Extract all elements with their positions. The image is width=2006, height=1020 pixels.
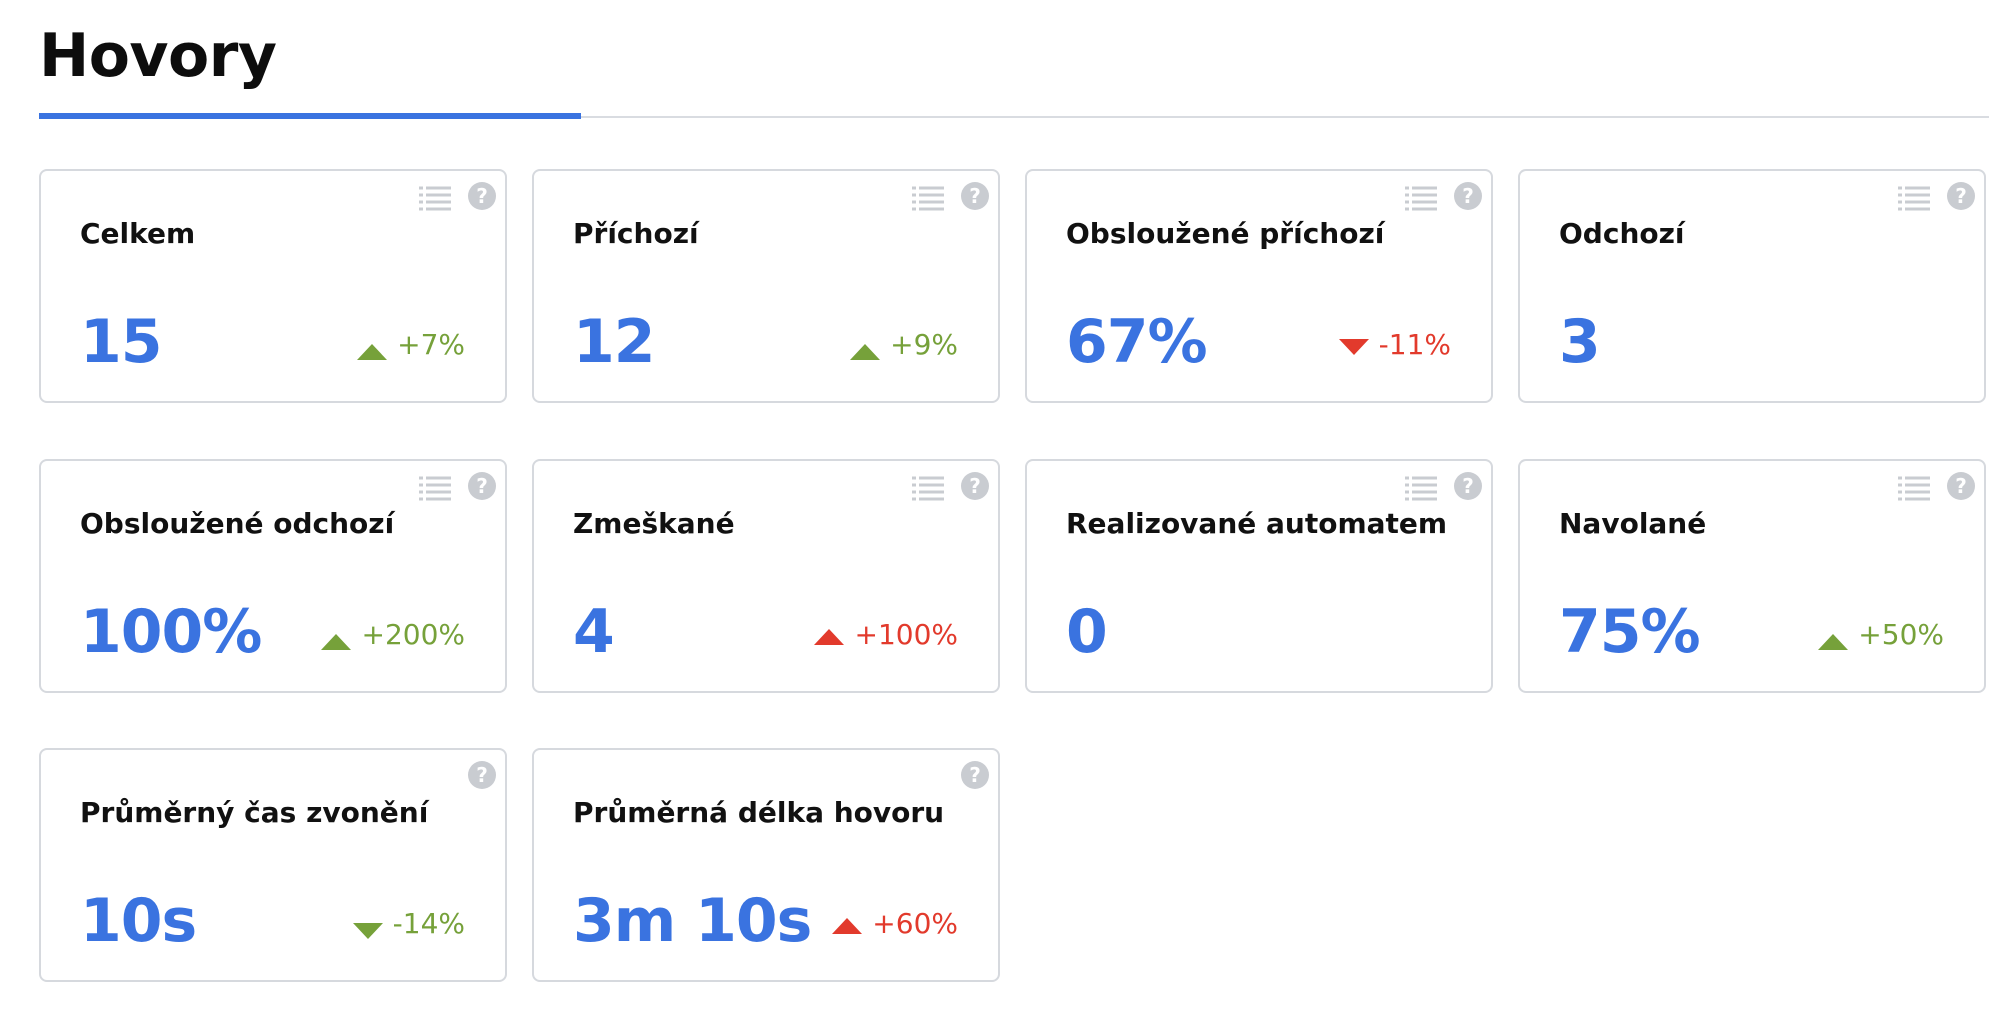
metric-title: Obsloužené příchozí (1066, 217, 1385, 250)
help-icon[interactable]: ? (1454, 182, 1482, 210)
metric-trend: -14% (352, 907, 465, 941)
metric-trend: +9% (850, 328, 958, 362)
metric-card: ? Zmeškané 4 +100% (532, 459, 1000, 693)
metric-title: Průměrný čas zvonění (80, 796, 429, 829)
metric-title: Příchozí (573, 217, 699, 250)
metric-value: 100% (80, 597, 262, 667)
metric-trend: -11% (1338, 328, 1451, 362)
metric-change: +100% (854, 618, 958, 651)
metric-title: Průměrná délka hovoru (573, 796, 945, 829)
list-icon[interactable] (1898, 475, 1930, 503)
metric-trend: +200% (321, 618, 465, 652)
metric-trend: +60% (832, 907, 958, 941)
list-icon[interactable] (912, 185, 944, 213)
metric-value: 12 (573, 307, 655, 377)
metric-card: ? Obsloužené odchozí 100% +200% (39, 459, 507, 693)
metric-value: 75% (1559, 597, 1701, 667)
list-icon[interactable] (912, 475, 944, 503)
triangle-down-icon (1338, 339, 1369, 355)
metric-card: ? Realizované automatem 0 (1025, 459, 1493, 693)
metric-title: Realizované automatem (1066, 507, 1448, 540)
help-icon[interactable]: ? (961, 182, 989, 210)
metric-change: -14% (392, 907, 465, 940)
metric-title: Obsloužené odchozí (80, 507, 395, 540)
page-title: Hovory (39, 21, 277, 91)
metric-card: ? Celkem 15 +7% (39, 169, 507, 403)
metric-trend: +7% (357, 328, 465, 362)
help-icon[interactable]: ? (468, 472, 496, 500)
metric-card: ? Průměrná délka hovoru 3m 10s +60% (532, 748, 1000, 982)
list-icon[interactable] (419, 185, 451, 213)
metric-title: Celkem (80, 217, 196, 250)
help-icon[interactable]: ? (1454, 472, 1482, 500)
metric-change: +7% (397, 328, 465, 361)
list-icon[interactable] (1898, 185, 1930, 213)
metric-change: +9% (890, 328, 958, 361)
metric-card: ? Odchozí 3 (1518, 169, 1986, 403)
metric-value: 67% (1066, 307, 1208, 377)
triangle-up-icon (357, 344, 388, 360)
metric-change: +50% (1858, 618, 1944, 651)
metric-value: 4 (573, 597, 615, 667)
triangle-up-icon (850, 344, 881, 360)
metric-title: Odchozí (1559, 217, 1685, 250)
metric-card: ? Průměrný čas zvonění 10s -14% (39, 748, 507, 982)
triangle-down-icon (352, 923, 383, 939)
metric-trend: +100% (814, 618, 958, 652)
metric-value: 10s (80, 886, 197, 956)
metric-value: 3m 10s (573, 886, 812, 956)
list-icon[interactable] (1405, 475, 1437, 503)
metric-trend: +50% (1818, 618, 1944, 652)
list-icon[interactable] (1405, 185, 1437, 213)
metric-card: ? Navolané 75% +50% (1518, 459, 1986, 693)
help-icon[interactable]: ? (1947, 472, 1975, 500)
metric-title: Zmeškané (573, 507, 735, 540)
metric-value: 3 (1559, 307, 1601, 377)
help-icon[interactable]: ? (1947, 182, 1975, 210)
tab-active-indicator (39, 113, 581, 119)
metric-card: ? Příchozí 12 +9% (532, 169, 1000, 403)
triangle-up-icon (321, 634, 352, 650)
help-icon[interactable]: ? (961, 472, 989, 500)
help-icon[interactable]: ? (961, 761, 989, 789)
help-icon[interactable]: ? (468, 182, 496, 210)
metric-change: -11% (1378, 328, 1451, 361)
triangle-up-icon (832, 918, 863, 934)
list-icon[interactable] (419, 475, 451, 503)
help-icon[interactable]: ? (468, 761, 496, 789)
tab-underline-track (39, 116, 1989, 118)
metric-card: ? Obsloužené příchozí 67% -11% (1025, 169, 1493, 403)
metric-value: 15 (80, 307, 162, 377)
metric-change: +200% (361, 618, 465, 651)
triangle-up-icon (1818, 634, 1849, 650)
metric-title: Navolané (1559, 507, 1707, 540)
metric-value: 0 (1066, 597, 1108, 667)
triangle-up-icon (814, 629, 845, 645)
metric-change: +60% (872, 907, 958, 940)
